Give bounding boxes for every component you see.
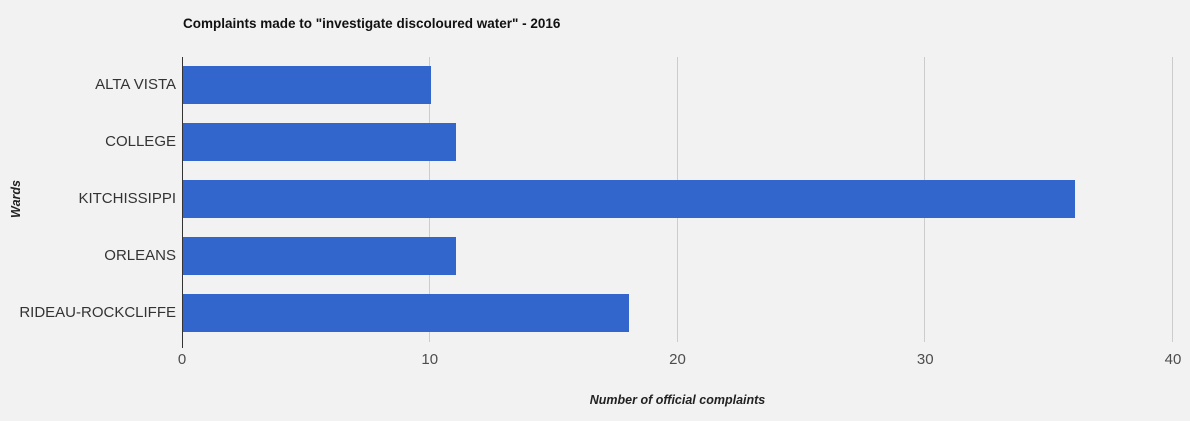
zero-axis-line [182,57,183,348]
x-axis-tick-labels: 0 10 20 30 40 [0,351,1190,369]
bar-rideau-rockcliffe [183,293,629,332]
category-axis-labels: ALTA VISTA COLLEGE KITCHISSIPPI ORLEANS RIDE… [0,57,176,341]
bar-alta-vista [183,66,431,105]
bar-college [183,123,456,162]
category-label-alta-vista: ALTA VISTA [95,76,176,94]
chart-title: Complaints made to "investigate discolou… [183,16,561,31]
x-axis-title: Number of official complaints [589,393,766,407]
gridline-40 [1172,57,1173,342]
category-label-college: COLLEGE [105,133,176,151]
plot-area [182,57,1173,348]
x-tick-label-0: 0 [177,351,187,368]
x-tick-label-20: 20 [669,351,686,368]
bar-kitchissippi [183,180,1075,218]
category-label-rideau-rockcliffe: RIDEAU-ROCKCLIFFE [19,303,176,321]
category-label-orleans: ORLEANS [104,246,176,264]
category-label-kitchissippi: KITCHISSIPPI [78,190,176,207]
x-tick-label-30: 30 [916,351,934,368]
bar-orleans [183,236,456,275]
x-tick-label-40: 40 [1164,351,1182,368]
x-tick-label-10: 10 [421,351,439,368]
